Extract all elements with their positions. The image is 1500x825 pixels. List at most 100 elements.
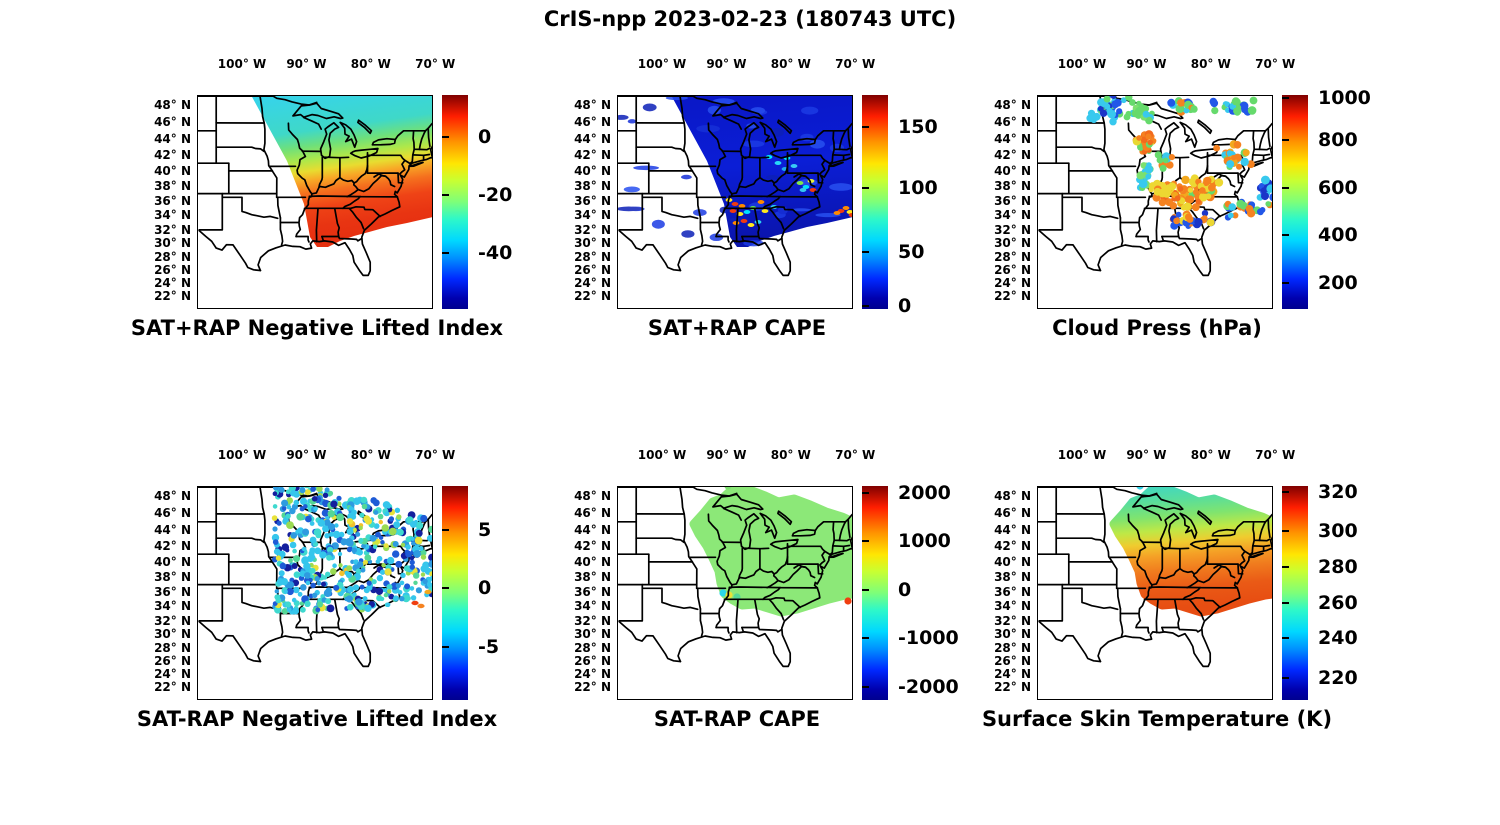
lon-axis-labels: 100° W 90° W 80° W 70° W [1037,57,1295,75]
colorbar [442,486,468,700]
colorbar-tick-label: -5 [478,635,500,658]
lon-tick-label: 90° W [1126,57,1167,71]
lat-axis-labels: 48° N 46° N 44° N 42° N 40° N 38° N 36° N 34° N… [967,95,1031,309]
colorbar-tick [442,529,449,532]
lat-tick-label: 40° N [154,163,191,178]
colorbar-tick [442,193,449,196]
colorbar-tick [1282,529,1289,532]
lon-tick-label: 100° W [1057,57,1107,71]
lat-tick-label: 40° N [994,163,1031,178]
lat-tick-label: 26° N [154,263,191,278]
lon-axis-labels: 100° W 90° W 80° W 70° W [1037,448,1295,466]
lat-tick-label: 34° N [154,208,191,223]
lat-tick-label: 30° N [994,236,1031,251]
colorbar-labels: 2000 1000 0 -1000 -2000 [898,483,974,700]
lon-tick-label: 70° W [1255,57,1296,71]
lon-tick-label: 100° W [637,448,687,462]
lat-tick-label: 42° N [994,148,1031,163]
lat-tick-label: 38° N [574,570,611,585]
lon-tick-label: 80° W [770,448,811,462]
lat-tick-label: 36° N [994,584,1031,599]
colorbar-tick [862,304,869,307]
colorbar-tick-label: 280 [1318,556,1358,579]
lon-tick-label: 100° W [217,448,267,462]
lat-tick-label: 40° N [574,554,611,569]
colorbar-tick-label: 100 [898,177,938,200]
colorbar-tick [442,251,449,254]
lat-tick-label: 24° N [574,667,611,682]
lat-tick-label: 44° N [154,523,191,538]
colorbar-tick [862,492,869,495]
state-borders [1037,486,1273,668]
colorbar [862,486,888,700]
lat-tick-label: 30° N [154,627,191,642]
lat-tick-label: 24° N [994,276,1031,291]
lon-tick-label: 70° W [1255,448,1296,462]
lat-tick-label: 36° N [574,193,611,208]
swath-mottle [617,95,853,247]
colorbar-tick [862,636,869,639]
colorbar-tick-label: 50 [898,241,925,264]
map-canvas [197,95,433,309]
colorbar-tick-label: 260 [1318,592,1358,615]
lat-tick-label: 40° N [154,554,191,569]
colorbar-tick-label: -40 [478,241,513,264]
lon-axis-labels: 100° W 90° W 80° W 70° W [197,57,455,75]
lat-tick-label: 44° N [994,523,1031,538]
map-panel-sat-minus-rap-nli: 100° W 90° W 80° W 70° W 48° N 46° N 44° N 42°… [127,444,557,746]
lat-axis-labels: 48° N 46° N 44° N 42° N 40° N 38° N 36° N 34° N… [967,486,1031,700]
colorbar-tick-label: 300 [1318,519,1358,542]
colorbar [862,95,888,309]
map-panel-sat-plus-rap-nli: 100° W 90° W 80° W 70° W 48° N 46° N 44° N 42°… [127,53,557,355]
lat-tick-label: 32° N [994,222,1031,237]
lon-tick-label: 70° W [835,57,876,71]
lat-tick-label: 22° N [574,289,611,304]
lat-tick-label: 48° N [994,489,1031,503]
panel-title: SAT-RAP CAPE [653,707,821,731]
map-panel-surface-skin-temp: 100° W 90° W 80° W 70° W 48° N 46° N 44° N 42°… [967,444,1397,746]
lon-tick-label: 80° W [350,57,391,71]
lat-tick-label: 46° N [154,506,191,521]
lat-tick-label: 22° N [994,289,1031,304]
lat-tick-label: 48° N [154,489,191,503]
data-dots [1086,95,1273,230]
lat-tick-label: 28° N [994,249,1031,264]
lat-tick-label: 36° N [994,193,1031,208]
colorbar-tick [1282,187,1289,190]
lat-tick-label: 28° N [574,640,611,655]
colorbar-tick [1282,281,1289,284]
lat-tick-label: 28° N [154,640,191,655]
lat-tick-label: 38° N [154,570,191,585]
lon-tick-label: 70° W [415,448,456,462]
lat-tick-label: 42° N [574,539,611,554]
colorbar-tick-label: 0 [478,577,492,600]
lat-tick-label: 32° N [994,613,1031,628]
lon-tick-label: 80° W [1190,57,1231,71]
lat-axis-labels: 48° N 46° N 44° N 42° N 40° N 38° N 36° N 34° N… [127,486,191,700]
lat-tick-label: 28° N [154,249,191,264]
lat-tick-label: 46° N [574,506,611,521]
lat-tick-label: 46° N [994,115,1031,130]
lat-tick-label: 34° N [994,599,1031,614]
colorbar-tick [1282,233,1289,236]
lon-tick-label: 100° W [1057,448,1107,462]
colorbar-tick [1282,636,1289,639]
lat-tick-label: 26° N [994,654,1031,669]
colorbar-tick-label: 0 [478,125,492,148]
lat-tick-label: 48° N [994,98,1031,112]
colorbar-labels: 320 300 280 260 240 220 [1318,482,1394,700]
lat-tick-label: 40° N [994,554,1031,569]
colorbar-tick [862,187,869,190]
lat-tick-label: 24° N [574,276,611,291]
map-canvas [1037,486,1273,700]
colorbar-tick-label: -1000 [898,626,959,649]
lat-tick-label: 30° N [994,627,1031,642]
colorbar-labels: 150 100 50 0 [898,95,974,316]
lat-axis-labels: 48° N 46° N 44° N 42° N 40° N 38° N 36° N 34° N… [547,486,611,700]
colorbar [1282,486,1308,700]
lat-tick-label: 34° N [574,599,611,614]
lat-tick-label: 22° N [574,680,611,695]
lat-tick-label: 42° N [154,148,191,163]
colorbar-tick-label: -20 [478,183,513,206]
